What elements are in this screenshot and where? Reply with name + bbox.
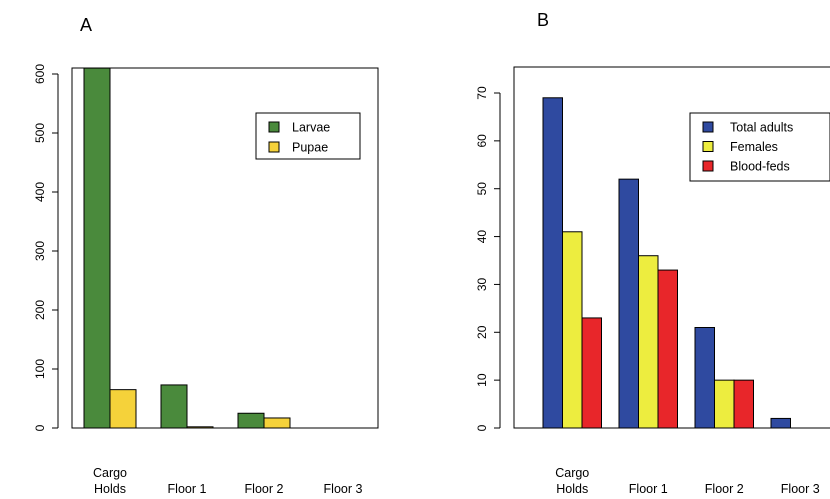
category-label: Holds	[556, 482, 588, 496]
bar	[542, 97, 563, 429]
y-tick-label: 50	[475, 182, 489, 196]
bar	[657, 269, 678, 429]
panel-a-category-labels: Cargo Holds Floor 1 Floor 2 Floor 3	[93, 466, 363, 496]
bar	[83, 67, 111, 429]
panel-b-legend: Total adults Females Blood-feds	[689, 112, 830, 182]
bar	[733, 379, 754, 429]
y-tick-label: 600	[33, 64, 47, 84]
panel-b-category-labels: Cargo Holds Floor 1 Floor 2 Floor 3	[555, 466, 820, 496]
category-label: Floor 2	[705, 482, 744, 496]
legend-label: Total adults	[730, 121, 793, 135]
panel-a-plot-frame	[71, 67, 379, 429]
legend-swatch	[702, 121, 714, 133]
panel-b-plot-frame	[513, 66, 830, 429]
panel-a-chart: A 0 100 200 300 400 500 600 Cargo Holds Floor 1 F…	[33, 15, 379, 496]
category-label: Holds	[94, 482, 126, 496]
bar	[638, 255, 659, 429]
y-tick-label: 20	[475, 325, 489, 339]
category-label: Floor 1	[168, 482, 207, 496]
bar	[160, 384, 188, 429]
legend-swatch	[702, 160, 714, 172]
legend-label: Larvae	[292, 121, 330, 135]
legend-swatch	[268, 141, 280, 153]
y-tick-label: 400	[33, 182, 47, 202]
panel-b-label: B	[537, 10, 549, 30]
y-tick-label: 100	[33, 359, 47, 379]
category-label: Cargo	[555, 466, 589, 480]
category-label: Floor 1	[629, 482, 668, 496]
panel-a-bars	[83, 67, 291, 429]
bar	[237, 412, 265, 429]
bar	[618, 178, 639, 429]
bar	[562, 231, 583, 429]
category-label: Floor 3	[324, 482, 363, 496]
bar	[263, 417, 291, 429]
y-tick-label: 40	[475, 230, 489, 244]
panel-a-label: A	[80, 15, 92, 35]
panel-a-legend: Larvae Pupae	[255, 112, 361, 160]
y-tick-label: 30	[475, 277, 489, 291]
y-tick-label: 500	[33, 123, 47, 143]
panel-a-y-axis: 0 100 200 300 400 500 600	[33, 64, 59, 431]
category-label: Cargo	[93, 466, 127, 480]
y-tick-label: 70	[475, 86, 489, 100]
bar	[581, 317, 602, 429]
y-tick-label: 0	[33, 424, 47, 431]
panel-b-y-axis: 0 10 20 30 40 50 60 70	[475, 86, 501, 431]
legend-swatch	[268, 121, 280, 133]
bar	[186, 426, 214, 429]
y-tick-label: 200	[33, 300, 47, 320]
y-tick-label: 0	[475, 424, 489, 431]
bar	[109, 389, 137, 429]
legend-label: Pupae	[292, 141, 328, 155]
bar	[770, 417, 791, 429]
y-tick-label: 10	[475, 373, 489, 387]
bar	[714, 379, 735, 429]
legend-swatch	[702, 141, 714, 152]
bar	[694, 327, 715, 429]
panel-b-chart: B 0 10 20 30 40 50 60 70 Cargo Holds Floor 1 Floor…	[475, 10, 830, 496]
y-tick-label: 60	[475, 134, 489, 148]
category-label: Floor 2	[245, 482, 284, 496]
y-tick-label: 300	[33, 241, 47, 261]
legend-label: Females	[730, 140, 778, 154]
panel-b-bars	[542, 97, 791, 429]
legend-label: Blood-feds	[730, 160, 790, 174]
category-label: Floor 3	[781, 482, 820, 496]
